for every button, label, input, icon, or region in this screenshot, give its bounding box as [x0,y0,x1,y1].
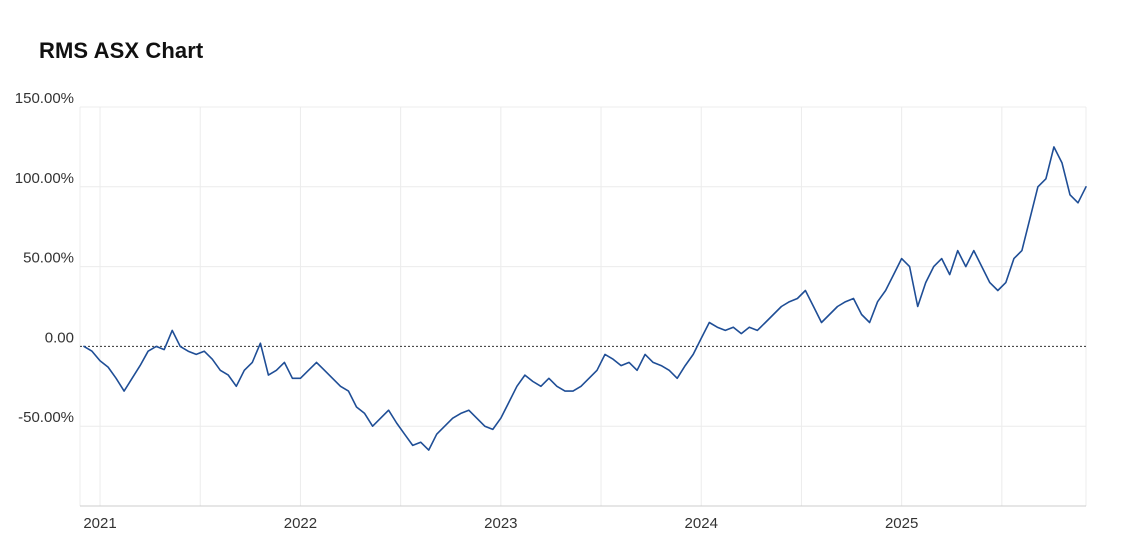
x-tick-label: 2021 [83,515,116,532]
y-tick-label: 150.00% [15,90,74,107]
y-tick-label: 0.00 [45,329,74,346]
tick-label-layer: 150.00% 100.00% 50.00% 0.00 -50.00% 2021 2022 2… [15,90,919,532]
x-tick-label: 2025 [885,515,918,532]
series-line [83,146,1087,451]
y-tick-label: -50.00% [18,409,74,426]
x-tick-label: 2023 [484,515,517,532]
grid-layer [80,106,1086,506]
y-tick-label: 50.00% [23,250,74,267]
chart-title: RMS ASX Chart [39,38,204,63]
y-tick-label: 100.00% [15,170,74,187]
axis-layer [79,107,1087,507]
series-layer [83,146,1087,451]
x-tick-label: 2022 [284,515,317,532]
x-tick-label: 2024 [685,515,718,532]
